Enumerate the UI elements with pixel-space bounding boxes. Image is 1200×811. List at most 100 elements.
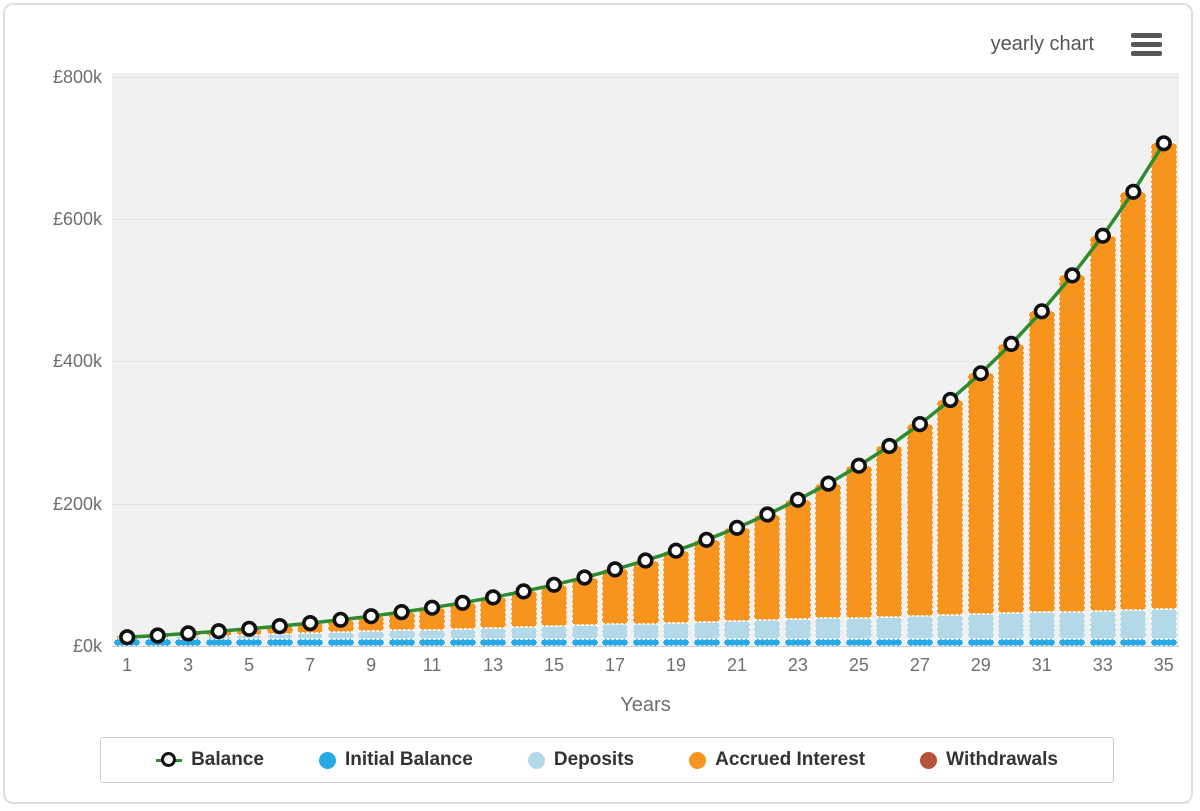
bar-segment-initial-balance-year-9[interactable]	[358, 638, 385, 646]
bar-segment-initial-balance-year-34[interactable]	[1120, 638, 1147, 646]
bar-segment-deposits-year-33[interactable]	[1089, 610, 1116, 639]
bar-segment-initial-balance-year-6[interactable]	[266, 638, 293, 646]
bar-segment-deposits-year-30[interactable]	[998, 613, 1025, 639]
bar-segment-deposits-year-23[interactable]	[784, 619, 811, 639]
balance-point-year-7[interactable]	[302, 614, 319, 632]
bar-segment-deposits-year-34[interactable]	[1120, 609, 1147, 639]
bar-segment-initial-balance-year-18[interactable]	[632, 638, 659, 646]
bar-segment-initial-balance-year-30[interactable]	[998, 638, 1025, 646]
bar-segment-deposits-year-14[interactable]	[510, 626, 537, 639]
bar-segment-initial-balance-year-31[interactable]	[1028, 638, 1055, 646]
bar-segment-initial-balance-year-27[interactable]	[906, 638, 933, 646]
bar-segment-initial-balance-year-33[interactable]	[1089, 638, 1116, 646]
bar-segment-deposits-year-26[interactable]	[876, 616, 903, 639]
balance-point-year-19[interactable]	[667, 542, 685, 559]
bar-segment-accrued-interest-year-23[interactable]	[784, 499, 811, 620]
bar-segment-initial-balance-year-13[interactable]	[480, 638, 507, 646]
bar-segment-deposits-year-15[interactable]	[541, 626, 567, 639]
bar-segment-deposits-year-11[interactable]	[419, 629, 446, 639]
bar-segment-deposits-year-9[interactable]	[358, 631, 385, 639]
bar-segment-initial-balance-year-12[interactable]	[449, 638, 476, 646]
balance-point-year-4[interactable]	[210, 623, 227, 640]
bar-segment-deposits-year-28[interactable]	[937, 615, 964, 639]
bar-segment-accrued-interest-year-18[interactable]	[632, 560, 659, 624]
bar-segment-deposits-year-7[interactable]	[297, 632, 324, 639]
balance-point-year-25[interactable]	[850, 457, 868, 474]
legend-item-balance[interactable]: Balance	[156, 749, 264, 771]
balance-point-year-18[interactable]	[637, 552, 654, 569]
bar-segment-initial-balance-year-17[interactable]	[602, 638, 628, 646]
bar-segment-initial-balance-year-25[interactable]	[845, 638, 872, 646]
bar-segment-deposits-year-24[interactable]	[815, 618, 842, 639]
balance-point-year-17[interactable]	[606, 561, 624, 578]
balance-point-year-15[interactable]	[545, 576, 563, 593]
bar-segment-accrued-interest-year-25[interactable]	[845, 465, 872, 618]
bar-segment-initial-balance-year-32[interactable]	[1059, 638, 1086, 646]
bar-segment-initial-balance-year-5[interactable]	[236, 638, 263, 646]
bar-segment-accrued-interest-year-32[interactable]	[1059, 275, 1086, 612]
balance-point-year-21[interactable]	[728, 519, 746, 536]
bar-segment-deposits-year-10[interactable]	[388, 630, 415, 639]
bar-segment-initial-balance-year-35[interactable]	[1150, 638, 1177, 646]
balance-point-year-30[interactable]	[1003, 335, 1020, 353]
legend-item-accrued-interest[interactable]: Accrued Interest	[689, 749, 865, 771]
balance-point-year-10[interactable]	[393, 603, 410, 621]
bar-segment-initial-balance-year-7[interactable]	[297, 638, 324, 646]
bar-segment-initial-balance-year-11[interactable]	[419, 638, 446, 646]
legend-item-deposits[interactable]: Deposits	[527, 749, 634, 771]
legend-item-initial-balance[interactable]: Initial Balance	[319, 749, 473, 771]
balance-point-year-26[interactable]	[881, 437, 898, 455]
balance-point-year-14[interactable]	[515, 583, 532, 600]
bar-segment-initial-balance-year-24[interactable]	[815, 638, 842, 646]
balance-point-year-29[interactable]	[972, 365, 989, 382]
balance-point-year-1[interactable]	[119, 629, 136, 646]
bar-segment-accrued-interest-year-19[interactable]	[663, 550, 689, 623]
balance-point-year-3[interactable]	[180, 625, 197, 642]
bar-segment-deposits-year-25[interactable]	[845, 617, 872, 639]
bar-segment-initial-balance-year-22[interactable]	[754, 638, 781, 646]
balance-point-year-11[interactable]	[424, 599, 441, 616]
bar-segment-initial-balance-year-8[interactable]	[327, 638, 354, 646]
bar-segment-deposits-year-16[interactable]	[571, 625, 598, 639]
balance-point-year-31[interactable]	[1033, 303, 1050, 320]
balance-point-year-23[interactable]	[789, 491, 807, 508]
bar-segment-accrued-interest-year-22[interactable]	[754, 514, 781, 621]
bar-segment-accrued-interest-year-20[interactable]	[693, 539, 720, 622]
balance-point-year-22[interactable]	[759, 506, 776, 523]
bar-segment-deposits-year-32[interactable]	[1059, 611, 1086, 639]
balance-point-year-16[interactable]	[576, 569, 593, 586]
balance-point-year-5[interactable]	[241, 620, 258, 637]
balance-point-year-34[interactable]	[1125, 183, 1142, 200]
balance-point-year-27[interactable]	[911, 416, 929, 433]
bar-segment-initial-balance-year-28[interactable]	[937, 638, 964, 646]
balance-point-year-2[interactable]	[149, 627, 166, 644]
balance-point-year-9[interactable]	[363, 608, 380, 625]
hamburger-menu-icon[interactable]	[1131, 33, 1162, 56]
bar-segment-deposits-year-31[interactable]	[1028, 612, 1055, 639]
bar-segment-accrued-interest-year-27[interactable]	[906, 424, 933, 616]
bar-segment-deposits-year-29[interactable]	[967, 614, 994, 639]
legend-item-withdrawals[interactable]: Withdrawals	[920, 749, 1058, 771]
balance-point-year-20[interactable]	[698, 531, 715, 548]
bar-segment-deposits-year-22[interactable]	[754, 620, 781, 639]
bar-segment-deposits-year-35[interactable]	[1150, 609, 1177, 639]
balance-point-year-35[interactable]	[1155, 135, 1172, 152]
bar-segment-initial-balance-year-21[interactable]	[724, 638, 750, 646]
balance-point-year-12[interactable]	[454, 594, 471, 611]
bar-segment-initial-balance-year-14[interactable]	[510, 638, 537, 646]
bar-segment-initial-balance-year-4[interactable]	[205, 638, 232, 646]
bar-segment-deposits-year-13[interactable]	[480, 627, 507, 639]
bar-segment-accrued-interest-year-35[interactable]	[1150, 143, 1177, 609]
bar-segment-deposits-year-12[interactable]	[449, 628, 476, 639]
bar-segment-initial-balance-year-23[interactable]	[784, 638, 811, 646]
bar-segment-accrued-interest-year-31[interactable]	[1028, 311, 1055, 613]
balance-point-year-32[interactable]	[1064, 267, 1081, 284]
bar-segment-deposits-year-19[interactable]	[663, 622, 689, 639]
balance-point-year-28[interactable]	[942, 391, 959, 409]
bar-segment-deposits-year-17[interactable]	[602, 624, 628, 639]
bar-segment-initial-balance-year-20[interactable]	[693, 638, 720, 646]
balance-point-year-6[interactable]	[271, 617, 288, 635]
bar-segment-initial-balance-year-10[interactable]	[388, 638, 415, 646]
bar-segment-accrued-interest-year-30[interactable]	[998, 343, 1025, 614]
bar-segment-deposits-year-20[interactable]	[693, 621, 720, 639]
